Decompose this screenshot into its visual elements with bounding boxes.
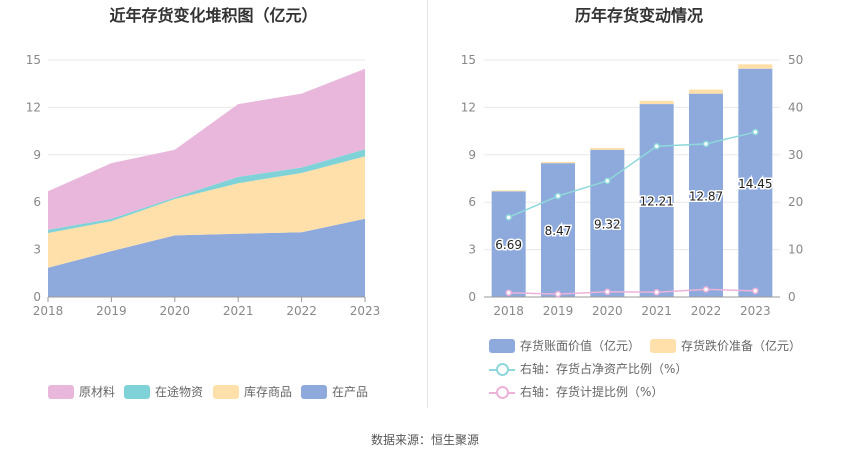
legend-net-asset-ratio[interactable]: 右轴：存货占净资产比例（%） — [489, 360, 687, 377]
legend-raw-materials[interactable]: 原材料 — [48, 383, 115, 400]
line-point-0-4 — [702, 140, 710, 148]
legend-impairment[interactable]: 存货跌价准备（亿元） — [650, 337, 801, 354]
bar-book-value-3 — [639, 104, 674, 297]
bar-book-value-5 — [738, 68, 773, 297]
stacked-area-chart: 0 3 6 9 12 15 2018 2019 2020 2021 2022 2023 — [26, 53, 381, 318]
right-ytick-right-5: 50 — [788, 53, 803, 67]
line-point-0-1 — [554, 192, 562, 200]
legend-swatch-finished-goods — [213, 384, 239, 399]
right-xtick-5: 2023 — [740, 304, 771, 318]
right-xtick-1: 2019 — [543, 304, 574, 318]
line-point-1-0 — [505, 289, 512, 296]
right-ytick-left-1: 3 — [468, 243, 476, 257]
legend-label-impairment: 存货跌价准备（亿元） — [681, 339, 802, 353]
right-ytick-right-1: 10 — [788, 243, 803, 257]
bar-impairment-3 — [639, 100, 674, 105]
legend-label-provision-ratio: 右轴：存货计提比例（%） — [520, 385, 664, 399]
right-xtick-4: 2022 — [691, 304, 722, 318]
line-point-1-3 — [653, 289, 660, 296]
line-series-1 — [508, 288, 756, 295]
left-ytick-0: 0 — [33, 290, 41, 304]
panel-divider — [427, 0, 428, 408]
bar-impairment-4 — [689, 89, 723, 94]
right-ytick-right-4: 40 — [788, 100, 803, 114]
bar-value-label-4: 12.87 — [689, 189, 723, 203]
left-xtick-0: 2018 — [33, 304, 64, 318]
right-ytick-left-0: 0 — [468, 290, 476, 304]
line-point-1-1 — [554, 290, 562, 298]
left-ytick-4: 12 — [26, 100, 41, 114]
bar-value-label-0: 6.69 — [495, 238, 522, 252]
legend-symbol-provision-ratio — [489, 385, 515, 399]
area-series-3 — [48, 68, 365, 230]
right-ytick-left-3: 9 — [468, 148, 476, 162]
left-xtick-5: 2023 — [350, 304, 381, 318]
bar-value-label-1: 8.47 — [545, 224, 572, 238]
data-source: 数据来源：恒生聚源 — [370, 433, 479, 447]
bar-line-chart: 0 3 6 9 12 15 0 10 20 30 40 50 2018 2019 2020 2021 2022 2… — [461, 53, 804, 318]
bar-impairment-5 — [738, 64, 773, 69]
bar-value-label-5: 14.45 — [738, 177, 772, 191]
legend-in-transit[interactable]: 在途物资 — [124, 383, 203, 400]
right-xtick-2: 2020 — [592, 304, 623, 318]
left-xtick-3: 2021 — [223, 304, 254, 318]
bar-book-value-1 — [541, 163, 575, 297]
legend-swatch-impairment — [650, 338, 676, 353]
legend-swatch-work-in-progress — [301, 384, 327, 399]
area-series-2 — [48, 149, 365, 234]
line-point-1-4 — [702, 286, 710, 293]
legend-label-finished-goods: 库存商品 — [244, 385, 293, 399]
left-ytick-3: 9 — [33, 148, 41, 162]
legend-swatch-book-value — [489, 338, 515, 353]
legend-label-raw-materials: 原材料 — [79, 385, 116, 399]
legend-label-in-transit: 在途物资 — [155, 385, 204, 399]
legend-provision-ratio[interactable]: 右轴：存货计提比例（%） — [489, 383, 663, 400]
left-ytick-5: 15 — [26, 53, 41, 67]
line-series-0 — [508, 131, 756, 219]
right-ytick-right-2: 20 — [788, 195, 803, 209]
right-ytick-left-5: 15 — [461, 53, 476, 67]
area-series-1 — [48, 156, 365, 268]
bar-impairment-2 — [590, 147, 625, 150]
right-ytick-left-4: 12 — [461, 100, 476, 114]
line-point-0-0 — [505, 214, 512, 221]
line-point-0-3 — [653, 143, 660, 150]
legend-label-book-value: 存货账面价值（亿元） — [520, 339, 641, 353]
left-ytick-1: 3 — [33, 243, 41, 257]
legend-label-work-in-progress: 在产品 — [332, 385, 369, 399]
bar-book-value-4 — [689, 93, 723, 298]
bar-impairment-1 — [541, 161, 575, 164]
right-ytick-right-3: 30 — [788, 148, 803, 162]
area-series-0 — [48, 218, 365, 297]
legend-label-net-asset-ratio: 右轴：存货占净资产比例（%） — [520, 362, 688, 376]
right-xtick-3: 2021 — [641, 304, 672, 318]
right-ytick-left-2: 6 — [468, 195, 476, 209]
right-chart-title: 历年存货变动情况 — [574, 6, 703, 25]
legend-book-value[interactable]: 存货账面价值（亿元） — [489, 337, 640, 354]
left-xtick-2: 2020 — [160, 304, 191, 318]
bar-value-label-2: 9.32 — [594, 217, 621, 231]
bar-impairment-0 — [491, 190, 526, 192]
right-xtick-0: 2018 — [493, 304, 524, 318]
line-point-0-5 — [752, 128, 759, 136]
bar-value-label-3: 12.21 — [639, 195, 673, 209]
left-xtick-4: 2022 — [286, 304, 317, 318]
line-point-1-2 — [604, 288, 611, 296]
bar-book-value-2 — [590, 149, 625, 297]
right-ytick-right-0: 0 — [788, 290, 796, 304]
legend-work-in-progress[interactable]: 在产品 — [301, 383, 368, 400]
bar-book-value-0 — [491, 191, 526, 297]
legend-symbol-net-asset-ratio — [489, 362, 515, 376]
line-point-1-5 — [752, 287, 759, 295]
line-point-0-2 — [604, 177, 611, 185]
left-chart-title: 近年存货变化堆积图（亿元） — [109, 6, 318, 25]
left-ytick-2: 6 — [33, 195, 41, 209]
legend-swatch-raw-materials — [48, 384, 74, 399]
left-xtick-1: 2019 — [96, 304, 127, 318]
legend-finished-goods[interactable]: 库存商品 — [213, 383, 292, 400]
legend-swatch-in-transit — [124, 384, 150, 399]
